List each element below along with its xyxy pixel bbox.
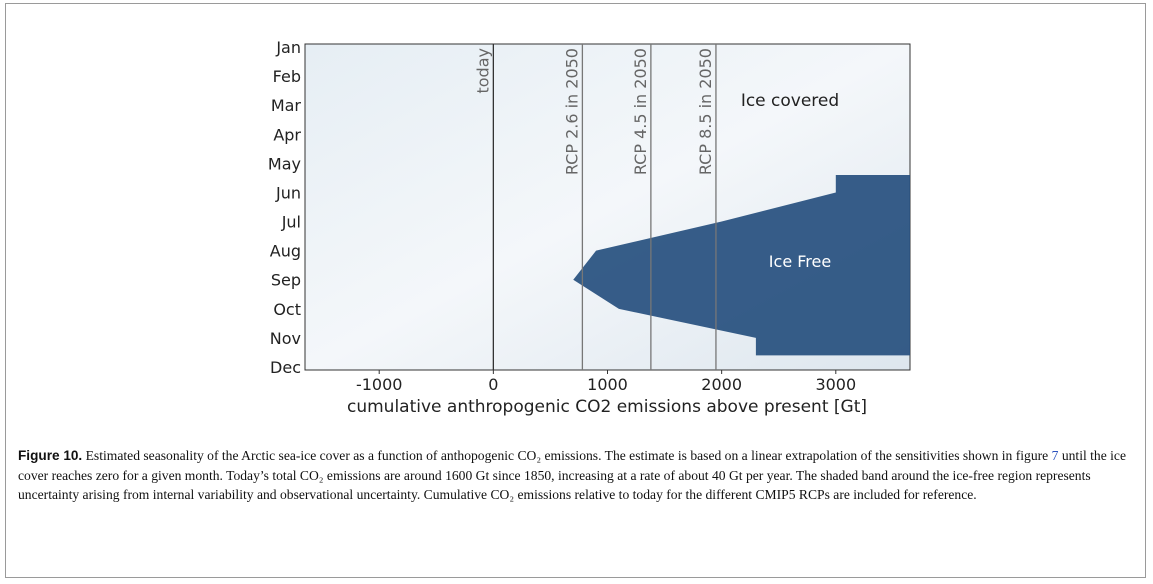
marker-label: RCP 2.6 in 2050 <box>562 48 581 175</box>
y-tick-label: Apr <box>273 125 301 144</box>
caption-text: Estimated seasonality of the Arctic sea-… <box>85 448 1052 463</box>
y-tick-label: Dec <box>270 358 301 377</box>
marker-label: RCP 8.5 in 2050 <box>696 48 715 175</box>
caption-label: Figure 10. <box>18 448 83 463</box>
chart: cumulative anthropogenic CO2 emissions a… <box>268 38 911 417</box>
y-tick-label: Aug <box>270 242 301 261</box>
marker-label: today <box>473 48 492 94</box>
marker-label: RCP 4.5 in 2050 <box>631 48 650 175</box>
figure-link[interactable]: 7 <box>1051 448 1059 463</box>
x-tick-label: 0 <box>488 375 498 394</box>
caption-text: until the ice cover reaches zero for a g… <box>18 448 1126 502</box>
x-tick-label: 3000 <box>815 375 856 394</box>
y-tick-label: Feb <box>273 67 301 86</box>
y-tick-label: Oct <box>273 300 301 319</box>
figure-frame <box>5 3 1146 578</box>
y-tick-label: Jan <box>275 38 301 57</box>
x-tick-label: 2000 <box>701 375 742 394</box>
caption: Figure 10. Estimated seasonality of the … <box>18 446 1136 505</box>
y-tick-label: May <box>268 154 301 173</box>
y-tick-label: Jul <box>281 213 301 232</box>
y-tick-label: Jun <box>275 183 301 202</box>
region-label: Ice covered <box>741 91 839 111</box>
region-label: Ice Free <box>769 252 831 271</box>
y-tick-label: Sep <box>271 271 301 290</box>
x-tick-label: -1000 <box>356 375 403 394</box>
y-tick-label: Nov <box>270 329 301 348</box>
x-tick-label: 1000 <box>587 375 628 394</box>
x-axis-label: cumulative anthropogenic CO2 emissions a… <box>347 397 867 417</box>
ice-free-region <box>573 175 910 356</box>
y-tick-label: Mar <box>271 96 302 115</box>
